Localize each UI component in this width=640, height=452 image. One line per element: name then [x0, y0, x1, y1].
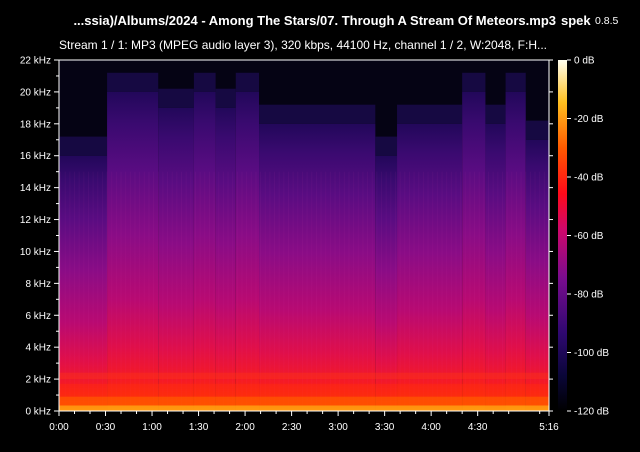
spectrum-fringe: [158, 88, 194, 108]
x-tick-label: 0:00: [49, 422, 69, 433]
spectrum-fringe: [505, 72, 526, 92]
colorbar-label: -80 dB: [574, 290, 604, 301]
spectrum-fringe: [107, 72, 159, 92]
colorbar-label: -100 dB: [574, 348, 609, 359]
spectrum-segment: [462, 91, 486, 411]
y-tick-label: 4 kHz: [25, 343, 51, 354]
spectrum-segment: [193, 91, 216, 411]
spectrum-segment: [505, 91, 526, 411]
spectrum-fringe: [235, 72, 260, 92]
colorbar-label: -120 dB: [574, 407, 609, 418]
spectrum-fringe: [59, 136, 108, 156]
app-version: 0.8.5: [595, 15, 619, 27]
low-frequency-band: [59, 405, 549, 411]
y-tick-label: 20 kHz: [20, 87, 51, 98]
x-tick-label: 0:30: [96, 422, 116, 433]
window-title: ...ssia)/Albums/2024 - Among The Stars/0…: [73, 13, 556, 28]
y-tick-label: 16 kHz: [20, 151, 51, 162]
spectrum-segment: [525, 139, 549, 412]
x-tick-label: 2:00: [235, 422, 255, 433]
x-tick-label: 1:00: [142, 422, 162, 433]
y-tick-label: 14 kHz: [20, 183, 51, 194]
spectrum-segment: [158, 107, 194, 411]
y-tick-label: 10 kHz: [20, 247, 51, 258]
spectrum-fringe: [193, 72, 216, 92]
x-tick-label: 3:30: [375, 422, 395, 433]
x-tick-label: 2:30: [282, 422, 302, 433]
spectrum-segment: [107, 91, 159, 411]
app-name: spek: [561, 13, 591, 28]
colorbar-label: -60 dB: [574, 231, 604, 242]
spectrum-segment: [397, 123, 463, 412]
low-frequency-band: [59, 383, 549, 397]
spectrum-segment: [215, 107, 236, 411]
x-tick-label: 4:30: [468, 422, 488, 433]
spectrum-segment: [485, 123, 506, 412]
colorbar-gradient: [558, 60, 567, 411]
spectrogram-plot: [59, 60, 549, 412]
y-tick-label: 2 kHz: [25, 375, 51, 386]
y-tick-label: 22 kHz: [20, 56, 51, 67]
spectrum-fringe: [462, 72, 486, 92]
y-tick-label: 12 kHz: [20, 215, 51, 226]
colorbar-label: -40 dB: [574, 173, 604, 184]
spectrum-fringe: [525, 120, 549, 140]
spectrum-segment: [259, 123, 376, 412]
x-tick-label: 1:30: [189, 422, 209, 433]
stream-info: Stream 1 / 1: MP3 (MPEG audio layer 3), …: [59, 38, 548, 52]
spectrum-fringe: [259, 104, 376, 124]
x-tick-label: 5:16: [539, 422, 559, 433]
colorbar-label: 0 dB: [574, 56, 595, 67]
y-tick-label: 0 kHz: [25, 407, 51, 418]
spectrum-fringe: [215, 88, 236, 108]
colorbar-label: -20 dB: [574, 114, 604, 125]
spectrum-segment: [375, 155, 398, 411]
low-frequency-band: [59, 396, 549, 406]
spectrum-fringe: [485, 104, 506, 124]
spectrum-fringe: [397, 104, 463, 124]
spectrum-segment: [59, 155, 108, 411]
spectrum-segment: [235, 91, 260, 411]
x-tick-label: 4:00: [421, 422, 441, 433]
y-tick-label: 6 kHz: [25, 311, 51, 322]
low-frequency-band: [59, 372, 549, 380]
y-tick-label: 18 kHz: [20, 119, 51, 130]
y-tick-label: 8 kHz: [25, 279, 51, 290]
axes: 0 kHz 2 kHz 4 kHz 6 kHz 8 kHz 10 kHz 12 kHz 14 …: [20, 56, 559, 434]
spectrum-fringe: [375, 136, 398, 156]
colorbar: 0 dB -20 dB -40 dB -60 dB -80 dB -100 dB -120 …: [558, 56, 609, 418]
x-tick-label: 3:00: [328, 422, 348, 433]
